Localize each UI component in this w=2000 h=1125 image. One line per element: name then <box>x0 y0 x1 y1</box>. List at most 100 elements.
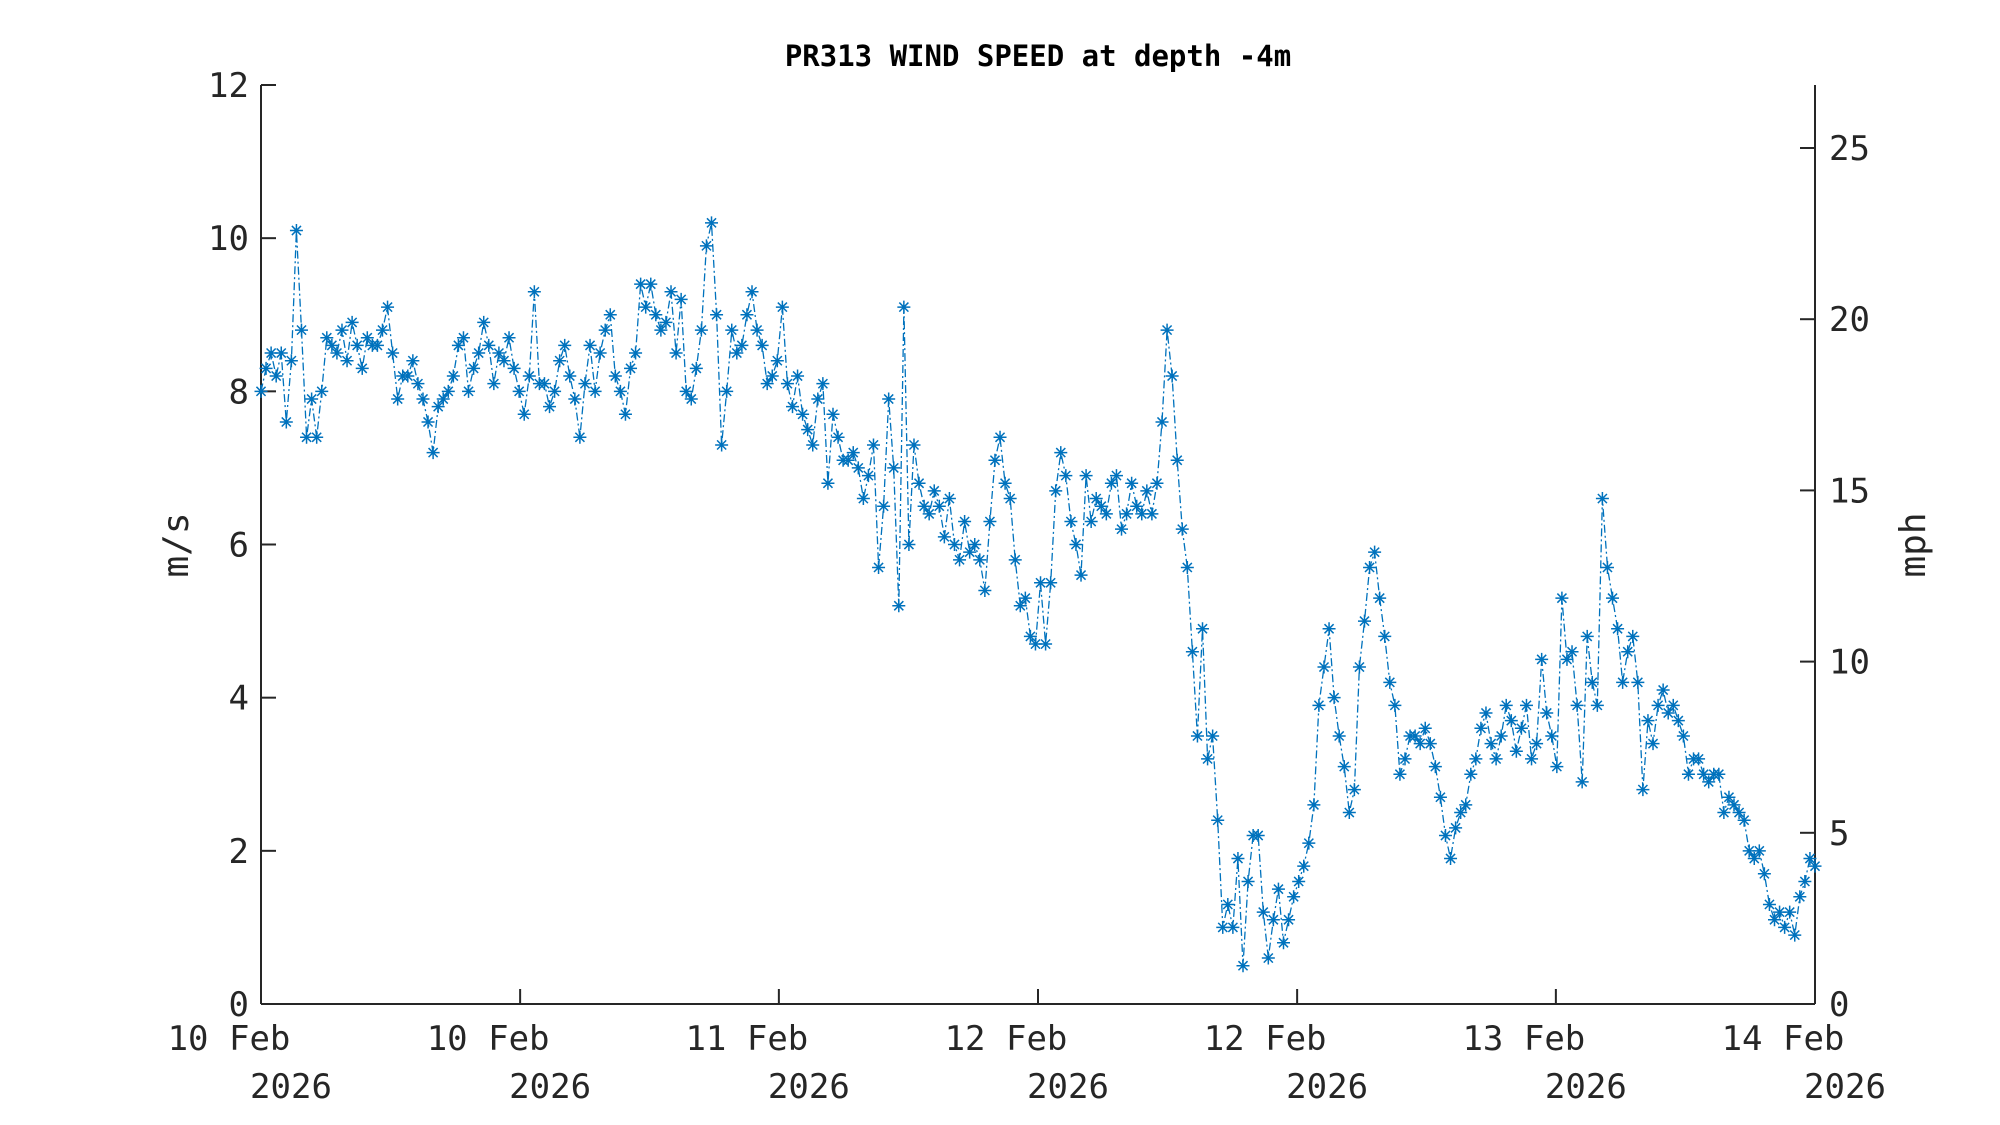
data-point-asterisk <box>629 346 643 360</box>
data-point-asterisk <box>1363 560 1377 574</box>
data-point-asterisk <box>1580 629 1594 643</box>
data-point-asterisk <box>1003 492 1017 506</box>
data-point-asterisk <box>1773 905 1787 919</box>
data-point-asterisk <box>446 369 460 383</box>
data-point-asterisk <box>1590 698 1604 712</box>
data-point-asterisk <box>1034 576 1048 590</box>
data-point-asterisk <box>1115 522 1129 536</box>
data-point-asterisk <box>1681 767 1695 781</box>
data-point-asterisk <box>1089 492 1103 506</box>
data-point-asterisk <box>1069 538 1083 551</box>
y-right-tick-label: 5 <box>1829 814 1849 854</box>
data-point-asterisk <box>563 369 577 383</box>
data-point-asterisk <box>1585 675 1599 689</box>
x-tick-year: 2026 <box>509 1067 591 1107</box>
y-tick-label: 0 <box>229 985 249 1025</box>
data-point-asterisk <box>1600 560 1614 574</box>
data-point-asterisk <box>1530 737 1544 751</box>
data-point-asterisk <box>588 384 602 398</box>
data-point-asterisk <box>1099 507 1113 521</box>
data-point-asterisk <box>330 346 344 360</box>
data-point-asterisk <box>684 392 698 406</box>
data-point-asterisk <box>1373 591 1387 605</box>
data-point-asterisk <box>1388 698 1402 712</box>
data-point-asterisk <box>654 323 668 337</box>
data-point-asterisk <box>1266 913 1280 927</box>
data-point-asterisk <box>1064 515 1078 529</box>
data-point-asterisk <box>1165 369 1179 383</box>
data-point-asterisk <box>644 277 658 291</box>
data-point-asterisk <box>613 384 627 398</box>
data-point-asterisk <box>785 400 799 414</box>
data-point-asterisk <box>325 338 339 352</box>
data-point-asterisk <box>401 369 415 383</box>
data-point-asterisk <box>932 499 946 513</box>
data-point-asterisk <box>1808 859 1822 873</box>
data-point-asterisk <box>1768 913 1781 927</box>
data-point-asterisk <box>882 392 896 406</box>
y-right-tick-label: 10 <box>1829 643 1870 683</box>
y-tick-label: 4 <box>229 679 249 719</box>
data-point-asterisk <box>598 323 612 337</box>
data-point-asterisk <box>1109 469 1123 483</box>
data-point-asterisk <box>284 354 298 368</box>
data-point-asterisk <box>462 384 476 398</box>
data-point-asterisk <box>1519 698 1533 712</box>
data-point-asterisk <box>846 446 860 460</box>
data-point-asterisk <box>1185 645 1199 659</box>
data-point-asterisk <box>689 361 703 375</box>
data-point-asterisk <box>1702 775 1716 789</box>
data-point-asterisk <box>998 476 1012 490</box>
data-point-asterisk <box>1570 698 1584 712</box>
data-point-asterisk <box>345 315 359 329</box>
data-point-asterisk <box>1104 476 1118 490</box>
data-point-asterisk <box>715 438 729 452</box>
data-point-asterisk <box>1666 698 1680 712</box>
data-point-asterisk <box>467 361 481 375</box>
data-point-asterisk <box>1550 760 1564 774</box>
data-point-asterisk <box>1140 484 1154 498</box>
data-point-asterisk <box>1332 729 1346 743</box>
data-point-asterisk <box>1509 744 1523 758</box>
data-point-asterisk <box>1125 476 1139 490</box>
data-point-asterisk <box>796 407 810 421</box>
x-tick-label: 12 Feb <box>1204 1019 1327 1059</box>
data-point-asterisk <box>1327 691 1341 705</box>
data-point-asterisk <box>487 377 501 391</box>
data-point-asterisk <box>1261 951 1275 965</box>
data-point-asterisk <box>1423 737 1437 751</box>
data-point-asterisk <box>978 583 992 597</box>
chart-title: PR313 WIND SPEED at depth -4m <box>785 39 1291 73</box>
data-point-asterisk <box>578 377 592 391</box>
data-point-asterisk <box>639 300 653 314</box>
data-point-asterisk <box>1535 652 1549 666</box>
data-point-asterisk <box>1236 959 1250 973</box>
x-tick-year: 2026 <box>1804 1067 1886 1107</box>
data-point-asterisk <box>1271 882 1285 896</box>
data-point-asterisk <box>937 530 951 544</box>
data-point-asterisk <box>821 476 835 490</box>
data-point-asterisk <box>1418 721 1432 735</box>
data-point-asterisk <box>770 354 784 368</box>
data-point-asterisk <box>1636 783 1650 797</box>
data-point-asterisk <box>634 277 648 291</box>
data-point-asterisk <box>1676 729 1690 743</box>
data-point-asterisk <box>274 346 288 360</box>
data-point-asterisk <box>1489 752 1503 766</box>
data-point-asterisk <box>1342 806 1356 820</box>
data-point-asterisk <box>1803 851 1817 865</box>
data-point-asterisk <box>1170 453 1184 467</box>
data-point-asterisk <box>451 338 465 352</box>
data-point-asterisk <box>831 430 845 444</box>
data-point-asterisk <box>755 338 769 352</box>
data-point-asterisk <box>1479 706 1493 720</box>
data-point-asterisk <box>1494 729 1508 743</box>
data-point-asterisk <box>497 354 511 368</box>
data-point-asterisk <box>1287 890 1301 904</box>
data-point-asterisk <box>1428 760 1442 774</box>
data-point-asterisk <box>841 453 855 467</box>
data-point-asterisk <box>710 308 724 322</box>
data-point-asterisk <box>1611 622 1625 636</box>
data-point-asterisk <box>517 407 531 421</box>
data-point-asterisk <box>1438 829 1452 843</box>
